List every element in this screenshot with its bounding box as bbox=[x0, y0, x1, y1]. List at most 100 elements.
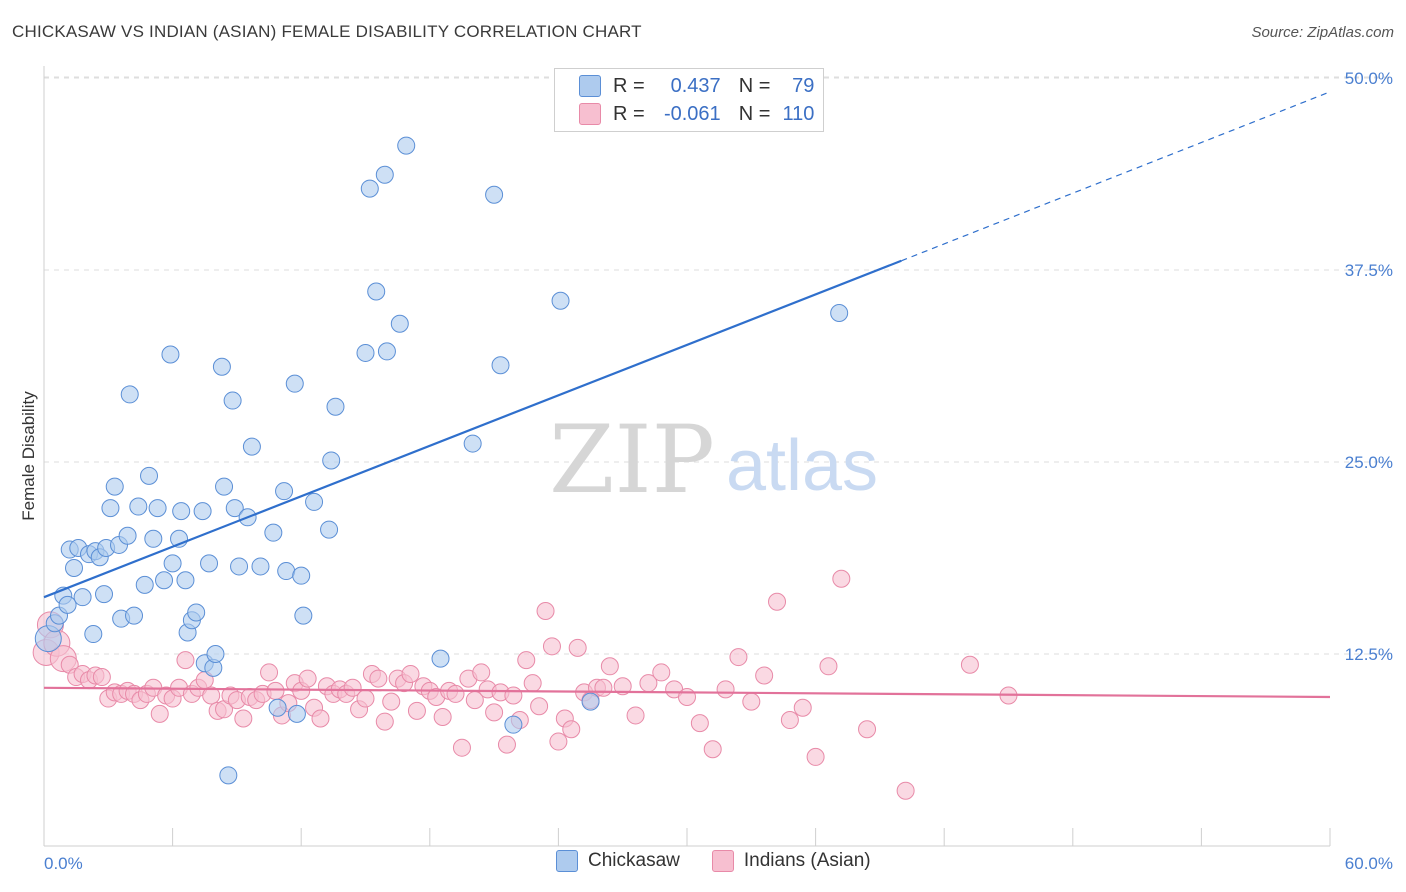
correlation-legend: R = 0.437 N = 79 R = -0.061 N = 110 bbox=[554, 68, 824, 132]
point-indians-asian bbox=[832, 569, 851, 588]
point-chickasaw bbox=[215, 477, 234, 496]
point-chickasaw bbox=[287, 704, 306, 723]
point-chickasaw bbox=[118, 526, 137, 545]
point-chickasaw bbox=[431, 649, 450, 668]
point-indians-asian bbox=[562, 720, 581, 739]
point-chickasaw bbox=[65, 558, 84, 577]
legend-row-indians-asian: R = -0.061 N = 110 bbox=[579, 101, 814, 127]
point-indians-asian bbox=[960, 655, 979, 674]
legend-n-value: 79 bbox=[792, 74, 815, 97]
series-legend: Chickasaw Indians (Asian) bbox=[556, 850, 903, 872]
point-indians-asian bbox=[542, 637, 561, 656]
point-indians-asian bbox=[896, 781, 915, 800]
point-chickasaw bbox=[504, 715, 523, 734]
legend-r-label: R = bbox=[613, 74, 645, 97]
point-chickasaw bbox=[223, 391, 242, 410]
point-indians-asian bbox=[613, 677, 632, 696]
point-chickasaw bbox=[292, 566, 311, 585]
point-chickasaw bbox=[322, 451, 341, 470]
chart-source: Source: ZipAtlas.com bbox=[1251, 24, 1394, 41]
point-chickasaw bbox=[73, 588, 92, 607]
point-indians-asian bbox=[729, 648, 748, 667]
point-indians-asian bbox=[742, 692, 761, 711]
point-indians-asian bbox=[530, 697, 549, 716]
point-indians-asian bbox=[485, 703, 504, 722]
legend-item-indians-asian[interactable]: Indians (Asian) bbox=[711, 850, 871, 872]
point-chickasaw bbox=[285, 374, 304, 393]
point-indians-asian bbox=[690, 714, 709, 733]
point-indians-asian bbox=[678, 688, 696, 707]
trendline-indians-asian bbox=[43, 686, 1331, 699]
point-chickasaw bbox=[187, 603, 206, 622]
legend-row-chickasaw: R = 0.437 N = 79 bbox=[579, 73, 814, 99]
point-indians-asian bbox=[202, 686, 221, 705]
point-indians-asian bbox=[92, 668, 111, 687]
point-chickasaw bbox=[268, 698, 287, 717]
watermark-zip: ZIP bbox=[549, 406, 715, 515]
point-chickasaw bbox=[251, 557, 270, 576]
point-indians-asian bbox=[652, 663, 671, 682]
legend-r-value: 0.437 bbox=[670, 74, 721, 97]
point-chickasaw bbox=[275, 482, 294, 501]
point-chickasaw bbox=[129, 497, 148, 516]
legend-swatch-blue bbox=[556, 850, 578, 872]
point-chickasaw bbox=[172, 502, 191, 521]
point-indians-asian bbox=[497, 735, 516, 754]
point-chickasaw bbox=[491, 356, 510, 375]
point-indians-asian bbox=[523, 674, 542, 693]
point-chickasaw bbox=[212, 357, 231, 376]
point-indians-asian bbox=[568, 638, 587, 657]
point-chickasaw bbox=[320, 520, 339, 539]
point-indians-asian bbox=[517, 651, 536, 670]
watermark-atlas: atlas bbox=[726, 426, 878, 506]
point-indians-asian bbox=[549, 732, 568, 751]
axes bbox=[43, 66, 1331, 847]
point-chickasaw bbox=[485, 185, 504, 204]
point-chickasaw bbox=[155, 571, 174, 590]
point-indians-asian bbox=[626, 706, 645, 725]
point-chickasaw bbox=[377, 342, 396, 361]
point-chickasaw bbox=[163, 554, 182, 573]
point-chickasaw bbox=[206, 645, 225, 663]
point-indians-asian bbox=[356, 689, 375, 708]
legend-item-chickasaw[interactable]: Chickasaw bbox=[556, 850, 680, 872]
point-chickasaw bbox=[242, 437, 261, 456]
trendline-chickasaw bbox=[43, 259, 902, 599]
point-indians-asian bbox=[703, 740, 722, 759]
point-chickasaw bbox=[95, 585, 114, 604]
point-chickasaw bbox=[200, 554, 219, 573]
point-indians-asian bbox=[260, 663, 279, 682]
legend-r-label: R = bbox=[613, 102, 645, 125]
point-indians-asian bbox=[234, 709, 253, 728]
point-chickasaw bbox=[397, 136, 416, 155]
point-indians-asian bbox=[446, 684, 465, 703]
tick-labels: 12.5% 25.0% 37.5% 50.0% 0.0% 60.0% bbox=[44, 69, 1393, 873]
legend-r-value: -0.061 bbox=[663, 102, 721, 125]
point-chickasaw bbox=[830, 304, 849, 323]
point-chickasaw bbox=[581, 692, 600, 711]
point-chickasaw bbox=[161, 345, 180, 364]
point-indians-asian bbox=[452, 738, 471, 757]
point-indians-asian bbox=[755, 666, 774, 685]
series-chickasaw-points bbox=[34, 136, 849, 785]
y-tick-label-3: 50.0% bbox=[1345, 69, 1393, 88]
point-indians-asian bbox=[780, 711, 799, 730]
point-indians-asian bbox=[819, 657, 838, 676]
point-chickasaw bbox=[375, 165, 394, 184]
y-tick-label-1: 25.0% bbox=[1345, 453, 1393, 472]
point-indians-asian bbox=[594, 678, 613, 697]
point-chickasaw bbox=[305, 492, 324, 511]
point-chickasaw bbox=[58, 595, 77, 614]
point-chickasaw bbox=[277, 562, 296, 581]
point-chickasaw bbox=[551, 291, 570, 310]
point-chickasaw bbox=[84, 625, 103, 644]
point-indians-asian bbox=[382, 692, 401, 711]
point-indians-asian bbox=[176, 651, 195, 670]
trendlines bbox=[43, 91, 1331, 699]
point-chickasaw bbox=[356, 343, 375, 362]
point-chickasaw bbox=[125, 606, 144, 625]
point-indians-asian bbox=[311, 709, 330, 728]
point-indians-asian bbox=[600, 657, 619, 676]
chart-title: CHICKASAW VS INDIAN (ASIAN) FEMALE DISAB… bbox=[12, 22, 642, 41]
